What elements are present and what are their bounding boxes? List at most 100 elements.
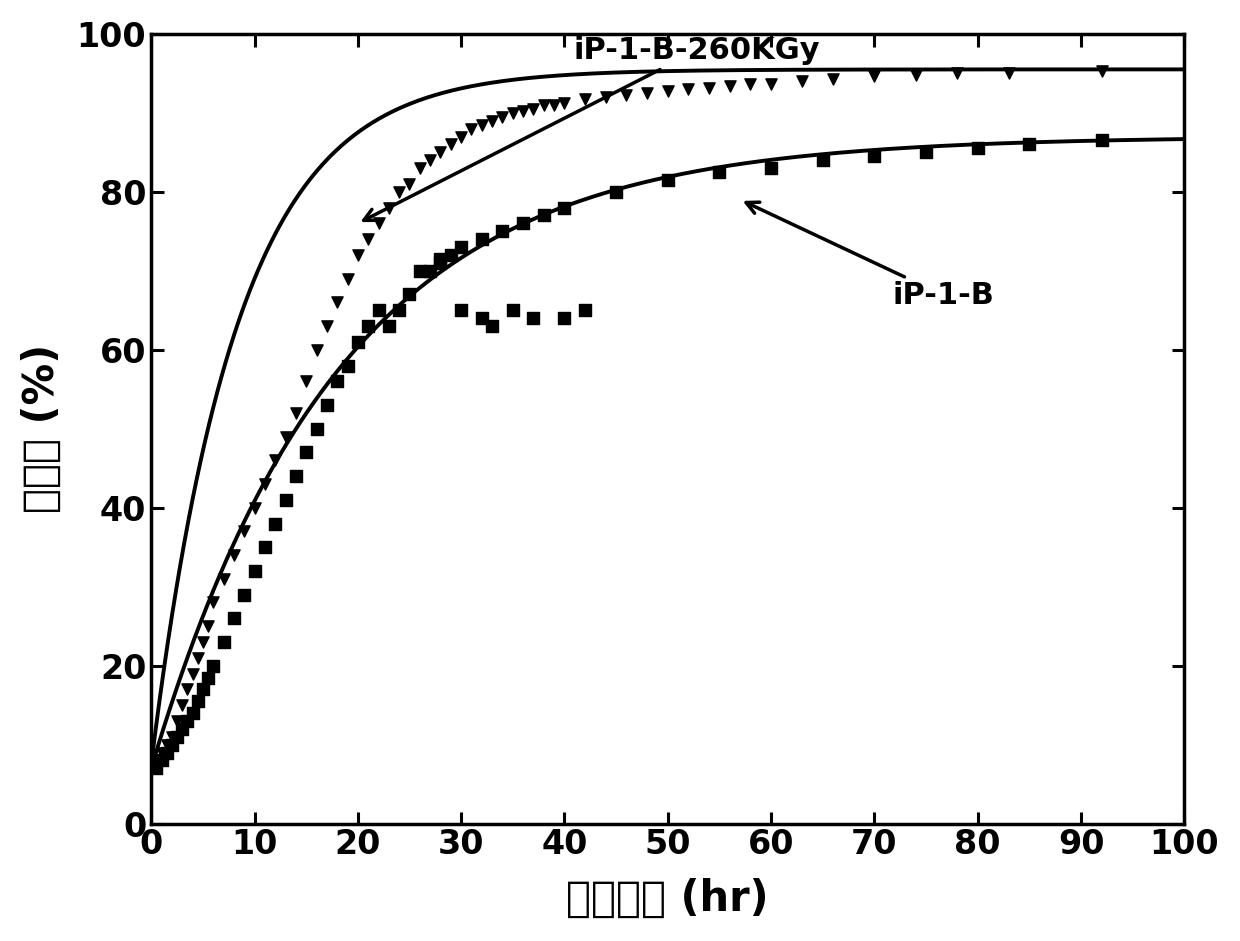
Point <box>823 72 843 87</box>
Point <box>187 650 207 665</box>
Point <box>709 165 729 180</box>
Point <box>337 271 357 286</box>
Y-axis label: 转化率 (%): 转化率 (%) <box>21 344 63 514</box>
Point <box>358 319 378 334</box>
Point <box>162 729 182 744</box>
Point <box>430 145 450 160</box>
Text: iP-1-B: iP-1-B <box>746 202 994 310</box>
Point <box>255 476 275 491</box>
Point <box>379 200 399 215</box>
Point <box>523 102 543 117</box>
Point <box>410 161 430 176</box>
Point <box>234 587 254 602</box>
Point <box>296 445 316 460</box>
Point <box>244 501 264 516</box>
Point <box>678 82 698 97</box>
Point <box>224 548 244 563</box>
Point <box>658 83 678 98</box>
Point <box>492 224 512 239</box>
Point <box>389 303 409 318</box>
Point <box>146 761 166 776</box>
Point <box>265 453 285 468</box>
Point <box>575 303 595 318</box>
Point <box>441 247 461 263</box>
Point <box>482 319 502 334</box>
Point <box>513 215 533 231</box>
X-axis label: 转变时间 (hr): 转变时间 (hr) <box>567 878 769 920</box>
Point <box>358 231 378 247</box>
Point <box>198 618 218 633</box>
Point <box>998 65 1018 80</box>
Point <box>255 540 275 555</box>
Point <box>472 311 492 326</box>
Point <box>368 215 388 231</box>
Point <box>172 697 192 712</box>
Point <box>327 374 347 389</box>
Point <box>224 611 244 626</box>
Point <box>213 571 233 586</box>
Point <box>410 263 430 279</box>
Point <box>1019 136 1039 152</box>
Point <box>637 86 657 101</box>
Point <box>554 200 574 215</box>
Point <box>399 287 419 302</box>
Point <box>399 176 419 191</box>
Point <box>699 80 719 95</box>
Point <box>441 136 461 152</box>
Point <box>482 113 502 128</box>
Point <box>286 469 306 484</box>
Point <box>472 231 492 247</box>
Point <box>167 729 187 744</box>
Point <box>203 658 223 673</box>
Point <box>198 670 218 685</box>
Point <box>451 240 471 255</box>
Point <box>503 303 523 318</box>
Point <box>177 682 197 697</box>
Point <box>523 311 543 326</box>
Point <box>461 121 481 136</box>
Point <box>182 706 202 721</box>
Point <box>616 88 636 103</box>
Point <box>792 73 812 88</box>
Point <box>389 184 409 199</box>
Point <box>187 694 207 709</box>
Point <box>244 564 264 579</box>
Point <box>905 68 925 83</box>
Point <box>177 713 197 728</box>
Point <box>348 334 368 349</box>
Point <box>420 152 440 167</box>
Point <box>606 184 626 199</box>
Point <box>658 172 678 187</box>
Point <box>337 358 357 373</box>
Text: iP-1-B-260KGy: iP-1-B-260KGy <box>363 37 820 220</box>
Point <box>575 91 595 106</box>
Point <box>492 109 512 124</box>
Point <box>472 117 492 132</box>
Point <box>503 105 523 120</box>
Point <box>554 96 574 111</box>
Point <box>172 722 192 737</box>
Point <box>156 737 176 752</box>
Point <box>151 753 171 768</box>
Point <box>275 492 295 507</box>
Point <box>167 713 187 728</box>
Point <box>813 152 833 167</box>
Point <box>368 303 388 318</box>
Point <box>317 319 337 334</box>
Point <box>761 76 781 91</box>
Point <box>317 397 337 412</box>
Point <box>203 595 223 610</box>
Point <box>306 343 326 358</box>
Point <box>864 149 884 164</box>
Point <box>554 311 574 326</box>
Point <box>162 737 182 752</box>
Point <box>967 141 987 156</box>
Point <box>947 66 967 81</box>
Point <box>451 129 471 144</box>
Point <box>275 429 295 444</box>
Point <box>740 77 760 92</box>
Point <box>193 682 213 697</box>
Point <box>234 524 254 539</box>
Point <box>864 69 884 84</box>
Point <box>296 374 316 389</box>
